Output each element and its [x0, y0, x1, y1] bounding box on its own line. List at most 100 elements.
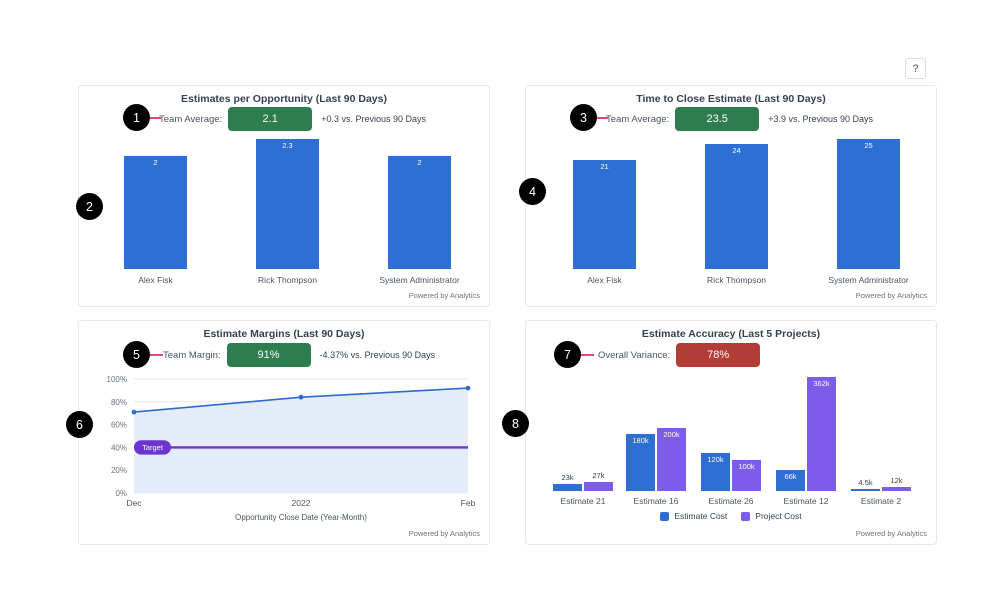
- bar-estimate-12-project-cost[interactable]: 362k: [807, 377, 836, 491]
- kpi-label: Team Average:: [606, 113, 670, 125]
- panel-title: Estimate Accuracy (Last 5 Projects): [641, 328, 821, 340]
- bar-value-label: 66k: [784, 472, 797, 481]
- annotation-number: 1: [133, 110, 140, 125]
- annotation-marker-3: 3: [570, 104, 597, 131]
- data-point[interactable]: [131, 409, 137, 415]
- bar-rick-thompson[interactable]: 2.3: [256, 139, 319, 269]
- y-tick-label: 40%: [111, 443, 127, 452]
- bar-estimate-16-project-cost[interactable]: 200k: [657, 428, 686, 491]
- annotation-number: 2: [86, 199, 93, 214]
- kpi-label: Team Average:: [159, 113, 223, 125]
- bar-estimate-2-project-cost[interactable]: 12k: [882, 476, 911, 491]
- annotation-marker-5: 5: [123, 341, 150, 368]
- kpi-label: Overall Variance:: [598, 349, 671, 361]
- target-badge[interactable]: [134, 440, 171, 455]
- bar-alex-fisk[interactable]: 2: [124, 156, 187, 269]
- bar-estimate-2-estimate-cost[interactable]: 4.5k: [851, 478, 880, 491]
- category-label: Estimate 21: [560, 496, 606, 506]
- panel-estimate-accuracy: Estimate Accuracy (Last 5 Projects) Over…: [525, 320, 937, 545]
- annotation-number: 3: [580, 110, 587, 125]
- annotation-connector: [150, 354, 163, 356]
- bar-value-label: 4.5k: [858, 478, 873, 487]
- annotation-marker-7: 7: [554, 341, 581, 368]
- bar-estimate-16-estimate-cost[interactable]: 180k: [626, 434, 655, 491]
- data-point[interactable]: [298, 394, 304, 400]
- kpi-delta: -4.37% vs. Previous 90 Days: [319, 350, 436, 360]
- x-tick-label: Dec: [126, 498, 142, 508]
- bar-estimate-26-project-cost[interactable]: 100k: [732, 460, 761, 491]
- kpi-delta: +0.3 vs. Previous 90 Days: [321, 114, 427, 124]
- bar-value-label: 24: [732, 146, 741, 155]
- line-chart-svg: 0% 20% 40% 60% 80% 100% Target Dec 2022 Feb: [107, 375, 476, 508]
- panel-title: Estimate Margins (Last 90 Days): [203, 328, 365, 340]
- y-tick-label: 80%: [111, 398, 127, 407]
- category-label: Rick Thompson: [258, 275, 317, 285]
- annotation-marker-8: 8: [502, 410, 529, 437]
- category-label: Estimate 2: [860, 496, 902, 506]
- project-cost-swatch-icon: [741, 511, 751, 521]
- bar-value-label: 12k: [890, 476, 903, 485]
- help-button[interactable]: ?: [905, 58, 926, 79]
- powered-by-analytics: Powered by Analytics: [408, 291, 480, 300]
- panel-title: Estimates per Opportunity (Last 90 Days): [181, 93, 387, 105]
- legend-label: Estimate Cost: [674, 511, 728, 521]
- kpi-row: Team Average: 23.5 +3.9 vs. Previous 90 …: [606, 107, 873, 131]
- bar-estimate-21-estimate-cost[interactable]: 23k: [553, 473, 582, 491]
- bar-value-label: 23k: [561, 473, 574, 482]
- bar-system-administrator[interactable]: 2: [388, 156, 451, 269]
- bar-value-label: 120k: [707, 455, 724, 464]
- bar-value-label: 2: [417, 158, 422, 167]
- bar-alex-fisk[interactable]: 21: [573, 160, 636, 269]
- annotation-number: 5: [133, 347, 140, 362]
- category-label: Estimate 26: [708, 496, 754, 506]
- kpi-value-badge: 78%: [676, 343, 761, 367]
- annotation-connector: [150, 117, 161, 119]
- annotation-marker-6: 6: [66, 411, 93, 438]
- kpi-value-badge: 2.1: [228, 107, 313, 131]
- kpi-value-badge: 91%: [226, 343, 311, 367]
- annotation-number: 4: [529, 184, 536, 199]
- category-label: Alex Fisk: [138, 275, 173, 285]
- kpi-label: Team Margin:: [163, 349, 221, 361]
- y-tick-label: 0%: [115, 489, 127, 498]
- annotation-marker-2: 2: [76, 193, 103, 220]
- category-label: System Administrator: [379, 275, 460, 285]
- legend-label: Project Cost: [755, 511, 802, 521]
- powered-by-analytics: Powered by Analytics: [855, 291, 927, 300]
- bar-estimate-26-estimate-cost[interactable]: 120k: [701, 453, 730, 491]
- x-axis-title: Opportunity Close Date (Year-Month): [235, 513, 367, 522]
- chart-legend: Estimate Cost Project Cost: [526, 511, 936, 521]
- powered-by-analytics: Powered by Analytics: [408, 529, 480, 538]
- bar-value-label: 21: [600, 162, 609, 171]
- bar-value-label: 200k: [663, 430, 680, 439]
- bar-system-administrator[interactable]: 25: [837, 139, 900, 269]
- bar-rick-thompson[interactable]: 24: [705, 144, 768, 269]
- bar-value-label: 25: [864, 141, 873, 150]
- annotation-connector: [597, 117, 608, 119]
- annotation-marker-1: 1: [123, 104, 150, 131]
- data-point[interactable]: [465, 385, 471, 391]
- y-tick-label: 20%: [111, 466, 127, 475]
- bar-estimate-12-estimate-cost[interactable]: 66k: [776, 470, 805, 491]
- bar-estimate-21-project-cost[interactable]: 27k: [584, 471, 613, 491]
- area-fill: [134, 388, 468, 493]
- annotation-number: 6: [76, 417, 83, 432]
- category-label: Alex Fisk: [587, 275, 622, 285]
- category-label: Estimate 12: [783, 496, 829, 506]
- category-label: System Administrator: [828, 275, 909, 285]
- kpi-row: Overall Variance: 78%: [598, 343, 761, 367]
- category-label: Rick Thompson: [707, 275, 766, 285]
- annotation-connector: [581, 354, 594, 356]
- legend-item-project-cost[interactable]: Project Cost: [741, 511, 802, 521]
- category-label: Estimate 16: [633, 496, 679, 506]
- panel-title: Time to Close Estimate (Last 90 Days): [636, 93, 826, 105]
- bar-value-label: 27k: [592, 471, 605, 480]
- annotation-number: 8: [512, 416, 519, 431]
- y-tick-label: 100%: [107, 375, 127, 384]
- bar-value-label: 100k: [738, 462, 755, 471]
- powered-by-analytics: Powered by Analytics: [855, 529, 927, 538]
- legend-item-estimate-cost[interactable]: Estimate Cost: [660, 511, 727, 521]
- kpi-delta: +3.9 vs. Previous 90 Days: [768, 114, 874, 124]
- bar-value-label: 180k: [632, 436, 649, 445]
- kpi-row: Team Margin: 91% -4.37% vs. Previous 90 …: [163, 343, 435, 367]
